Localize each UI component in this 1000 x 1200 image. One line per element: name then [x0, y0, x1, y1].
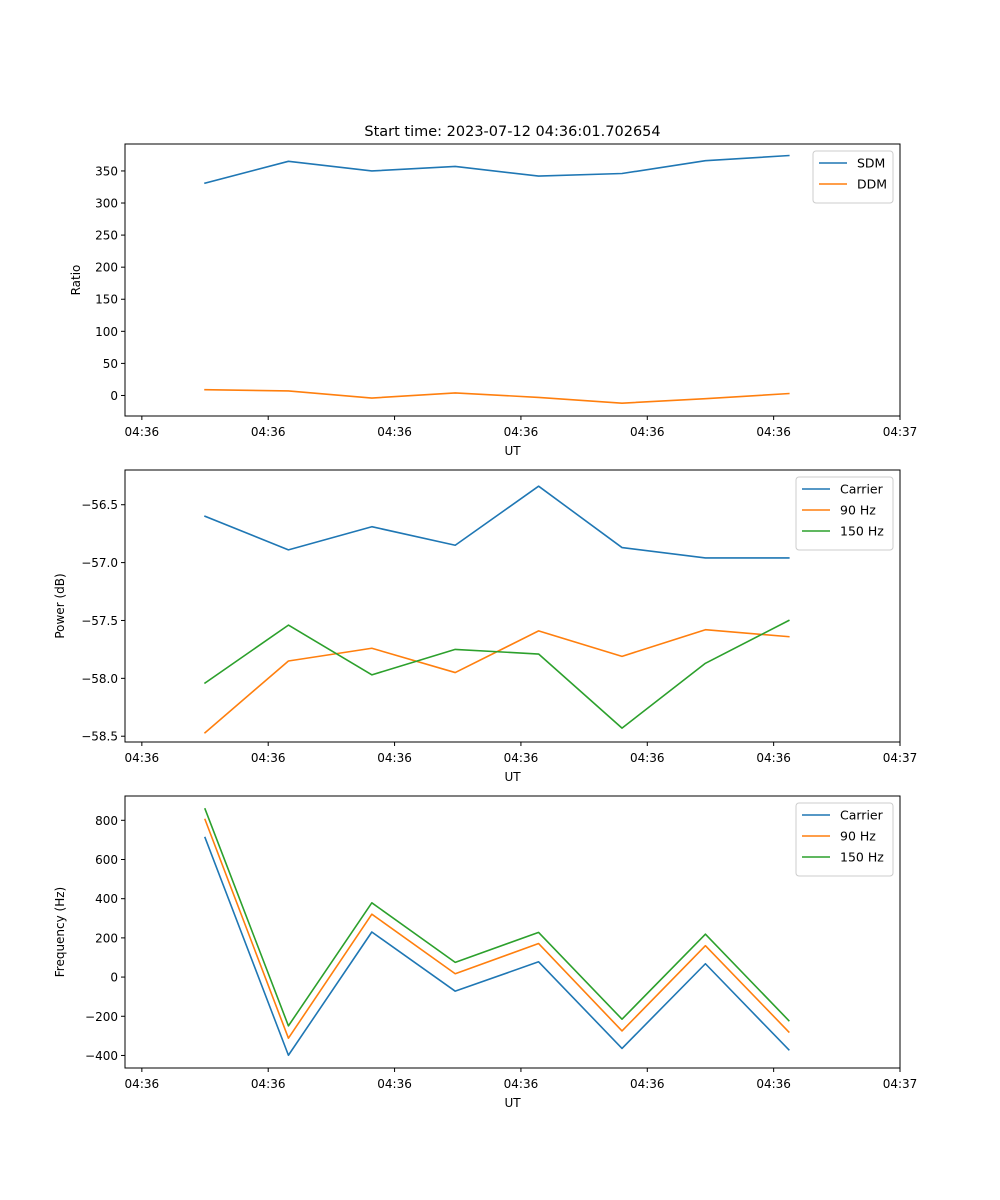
y-tick-label: 300: [95, 197, 118, 211]
x-tick-label: 04:36: [756, 1077, 791, 1091]
subplots: 04:36 04:36 04:36 04:36 04:36 04:36 04:37 0 50 10…: [53, 143, 918, 1110]
legend-label-150-hz: 150 Hz: [840, 524, 884, 539]
subplot-1: 04:36 04:36 04:36 04:36 04:36 04:36 04:37 0 50 10…: [69, 143, 918, 458]
y-tick-label: −58.5: [81, 730, 118, 744]
x-tick-label: 04:36: [377, 1077, 412, 1091]
legend-label-carrier: Carrier: [840, 808, 884, 823]
series-line-carrier: [203, 485, 790, 559]
y-tick-label: 100: [95, 325, 118, 339]
y-tick-label: −200: [85, 1010, 118, 1024]
x-tick-label: 04:36: [377, 425, 412, 439]
x-tick-label: 04:36: [377, 751, 412, 765]
y-tick-label: 0: [110, 389, 118, 403]
x-tick-label: 04:36: [756, 425, 791, 439]
subplot-3: 04:36 04:36 04:36 04:36 04:36 04:36 04:37 −400 −…: [53, 795, 918, 1110]
y-tick-label: 600: [95, 853, 118, 867]
plot-frame: [124, 469, 901, 743]
y-axis-label: Power (dB): [53, 573, 67, 638]
y-tick-label: −57.5: [81, 614, 118, 628]
legend: Carrier 90 Hz 150 Hz: [795, 476, 894, 551]
legend-label-carrier: Carrier: [840, 482, 884, 497]
x-tick-label: 04:36: [504, 425, 539, 439]
y-tick-label: 250: [95, 229, 118, 243]
x-tick-label: 04:36: [630, 1077, 665, 1091]
x-tick-label: 04:37: [883, 751, 918, 765]
y-axis-label: Ratio: [69, 265, 83, 296]
x-tick-label: 04:36: [251, 1077, 286, 1091]
y-tick-label: −58.0: [81, 672, 118, 686]
series-line-ddm: [204, 388, 790, 404]
plot-frame: [124, 143, 901, 417]
series-line-sdm: [204, 154, 790, 185]
x-tick-label: 04:36: [630, 751, 665, 765]
y-tick-label: 50: [103, 357, 118, 371]
y-axis-label: Frequency (Hz): [53, 887, 67, 978]
x-axis-label: UT: [504, 1096, 521, 1110]
y-tick-label: −56.5: [81, 498, 118, 512]
series-line-150-hz: [203, 619, 790, 729]
legend-box: [812, 150, 894, 204]
legend-label-90-hz: 90 Hz: [840, 503, 876, 518]
x-tick-label: 04:36: [125, 425, 160, 439]
series-line-150-hz: [203, 807, 790, 1027]
x-tick-label: 04:36: [504, 751, 539, 765]
series-line-carrier: [203, 836, 790, 1057]
legend: Carrier 90 Hz 150 Hz: [795, 802, 894, 877]
x-tick-label: 04:36: [125, 1077, 160, 1091]
x-tick-label: 04:36: [756, 751, 791, 765]
y-tick-label: 200: [95, 931, 118, 945]
figure-title: Start time: 2023-07-12 04:36:01.702654: [364, 124, 660, 140]
series-line-90-hz: [203, 818, 790, 1040]
y-tick-label: 800: [95, 814, 118, 828]
legend: SDM DDM: [812, 150, 894, 204]
legend-label-150-hz: 150 Hz: [840, 850, 884, 865]
x-tick-label: 04:36: [125, 751, 160, 765]
y-tick-label: 400: [95, 892, 118, 906]
x-tick-label: 04:36: [251, 425, 286, 439]
y-tick-label: 150: [95, 293, 118, 307]
subplot-2: 04:36 04:36 04:36 04:36 04:36 04:36 04:37 −58.5…: [53, 469, 918, 784]
legend-label-ddm: DDM: [857, 177, 887, 192]
x-tick-label: 04:36: [504, 1077, 539, 1091]
legend-label-sdm: SDM: [857, 156, 885, 171]
x-axis-label: UT: [504, 444, 521, 458]
y-tick-label: −57.0: [81, 556, 118, 570]
x-tick-label: 04:36: [630, 425, 665, 439]
y-tick-label: 350: [95, 164, 118, 178]
legend-label-90-hz: 90 Hz: [840, 829, 876, 844]
y-tick-label: 200: [95, 261, 118, 275]
y-tick-label: −400: [85, 1049, 118, 1063]
x-tick-label: 04:36: [251, 751, 286, 765]
x-tick-label: 04:37: [883, 1077, 918, 1091]
plot-frame: [124, 795, 901, 1069]
x-axis-label: UT: [504, 770, 521, 784]
x-tick-label: 04:37: [883, 425, 918, 439]
y-tick-label: 0: [110, 971, 118, 985]
